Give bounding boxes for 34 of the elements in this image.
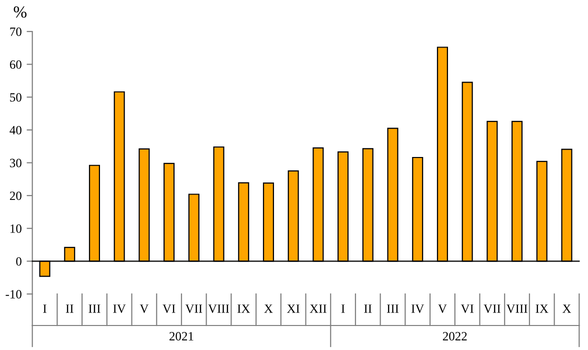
y-tick-label: -10 <box>6 290 22 298</box>
x-tick-label: III <box>386 304 399 313</box>
x-tick-label: IV <box>411 304 424 313</box>
x-tick-label: I <box>341 304 345 313</box>
x-tick-label: VII <box>484 304 500 313</box>
y-tick-label: 30 <box>10 158 22 168</box>
x-tick-label: IX <box>536 304 548 313</box>
x-tick-label: X <box>264 304 273 313</box>
y-tick-label: 50 <box>10 93 22 102</box>
x-tick-label: III <box>88 304 100 313</box>
x-tick-label: VIII <box>208 304 230 313</box>
y-tick-label: 70 <box>10 28 22 36</box>
x-tick-label: VI <box>162 304 176 313</box>
y-axis-title: % <box>14 6 27 18</box>
x-tick-label: X <box>562 304 572 313</box>
x-tick-label: IX <box>237 304 250 313</box>
x-tick-label: VIII <box>506 304 528 313</box>
text: 2022 <box>442 332 467 340</box>
y-tick-label: 0 <box>16 257 22 266</box>
x-tick-label: IV <box>113 304 126 313</box>
x-tick-label: V <box>438 304 447 313</box>
text: 2021 <box>170 332 194 340</box>
x-tick-label: XII <box>310 304 326 313</box>
y-tick-label: 60 <box>10 60 22 69</box>
x-tick-label: II <box>66 304 74 313</box>
y-tick-label: 10 <box>10 224 22 233</box>
x-tick-label: I <box>43 304 46 313</box>
x-tick-label: XI <box>287 304 300 313</box>
x-tick-label: VI <box>460 304 474 313</box>
y-tick-label: 40 <box>10 126 22 134</box>
x-tick-label: VII <box>185 304 202 313</box>
x-tick-label: II <box>364 304 372 313</box>
x-tick-label: V <box>140 304 149 313</box>
y-tick-label: 20 <box>10 192 22 200</box>
